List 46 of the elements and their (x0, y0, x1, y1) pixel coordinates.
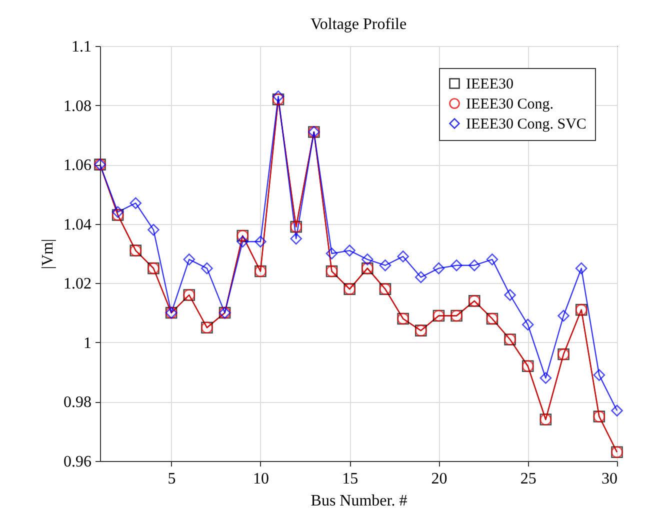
y-tick-label: 0.98 (64, 394, 92, 412)
y-axis-title: |Vm| (40, 238, 56, 270)
chart-title: Voltage Profile (310, 16, 407, 33)
point (575, 262, 588, 274)
point (112, 206, 124, 218)
point (344, 244, 356, 256)
x-tick-label: 15 (342, 470, 358, 488)
point (450, 259, 462, 272)
x-tick-label: 30 (602, 470, 618, 488)
point (504, 289, 516, 301)
point (326, 248, 338, 260)
point (148, 224, 160, 236)
legend-label: IEEE30 Cong. (466, 96, 554, 112)
legend-label: IEEE30 (466, 76, 514, 92)
point (130, 197, 142, 209)
y-tick-label: 0.96 (64, 454, 92, 470)
x-tick-label: 25 (520, 470, 536, 488)
y-tick-label: 1.04 (64, 216, 92, 234)
y-tick-label: 1.1 (72, 38, 92, 56)
point (397, 250, 409, 262)
point (540, 372, 552, 384)
x-tick-label: 10 (252, 470, 269, 488)
point (379, 259, 392, 272)
legend-label: IEEE30 Cong. SVC (466, 116, 586, 132)
point (290, 232, 302, 245)
y-tick-label: 1 (84, 334, 92, 352)
y-tick-label: 1.06 (64, 157, 92, 174)
y-tick-label: 1.02 (64, 276, 92, 293)
point (486, 254, 498, 266)
point (272, 90, 284, 102)
point (236, 236, 249, 248)
y-tick-label: 1.08 (64, 98, 92, 115)
point (558, 310, 570, 322)
point (593, 369, 606, 381)
point (362, 254, 374, 266)
point (183, 254, 196, 266)
point (415, 271, 427, 284)
point (468, 259, 480, 272)
point (611, 404, 623, 416)
point (432, 262, 445, 274)
point (522, 318, 534, 331)
point (201, 262, 213, 274)
x-tick-label: 20 (431, 470, 448, 488)
x-tick-label: 5 (168, 470, 176, 488)
x-axis-title: Bus Number. # (310, 492, 408, 510)
point (254, 236, 266, 248)
